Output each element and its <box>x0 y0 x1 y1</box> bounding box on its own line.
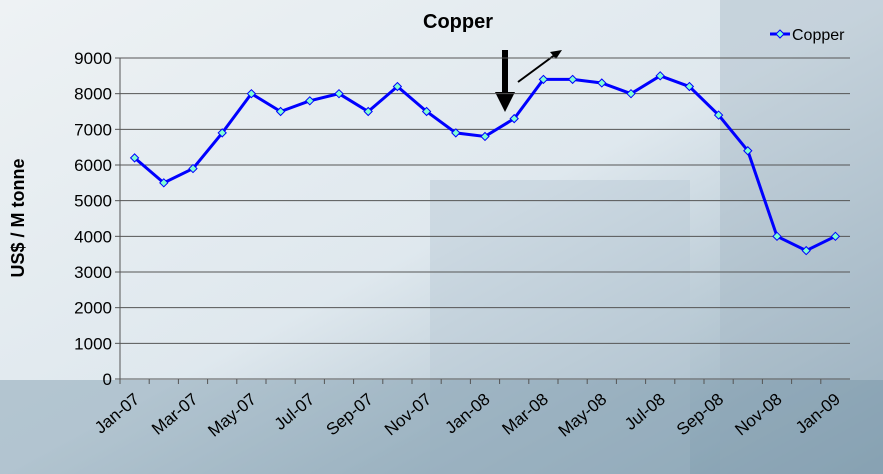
data-point <box>159 178 169 188</box>
data-point <box>421 106 432 117</box>
background-ground <box>0 380 883 474</box>
y-tick-label: 7000 <box>74 120 112 139</box>
y-axis-label: US$ / M tonne <box>8 158 28 277</box>
data-point <box>655 71 665 81</box>
background-tower <box>720 0 883 474</box>
data-point <box>626 88 636 99</box>
background-building <box>430 180 690 474</box>
y-tick-label: 4000 <box>74 227 112 246</box>
data-point <box>538 74 549 85</box>
data-point <box>129 153 140 163</box>
arrow-head <box>495 92 515 112</box>
y-tick-label: 0 <box>103 370 112 389</box>
y-tick-label: 9000 <box>74 49 112 68</box>
legend-label: Copper <box>792 27 845 44</box>
legend-marker <box>775 29 785 39</box>
data-point <box>363 106 373 117</box>
data-point <box>567 74 578 85</box>
y-tick-label: 6000 <box>74 156 112 175</box>
data-point <box>509 113 519 124</box>
chart-title: Copper <box>423 11 493 33</box>
data-point <box>684 81 695 92</box>
data-point <box>713 110 724 120</box>
data-point <box>480 131 490 142</box>
arrow-head <box>550 50 562 59</box>
data-point <box>451 128 461 138</box>
data-point <box>334 88 344 99</box>
data-point <box>392 81 403 92</box>
y-tick-label: 1000 <box>74 334 112 353</box>
y-tick-label: 3000 <box>74 263 112 282</box>
y-tick-label: 8000 <box>74 85 112 104</box>
data-point <box>597 78 607 88</box>
data-point <box>801 245 811 256</box>
data-point <box>217 128 227 138</box>
data-point <box>246 88 257 99</box>
data-point <box>743 146 753 156</box>
y-tick-label: 5000 <box>74 192 112 211</box>
y-tick-label: 2000 <box>74 299 112 318</box>
data-point <box>772 231 782 242</box>
data-point <box>275 106 286 117</box>
data-point <box>305 96 315 106</box>
arrow <box>517 53 557 83</box>
data-point <box>830 231 841 242</box>
data-point <box>188 163 198 174</box>
